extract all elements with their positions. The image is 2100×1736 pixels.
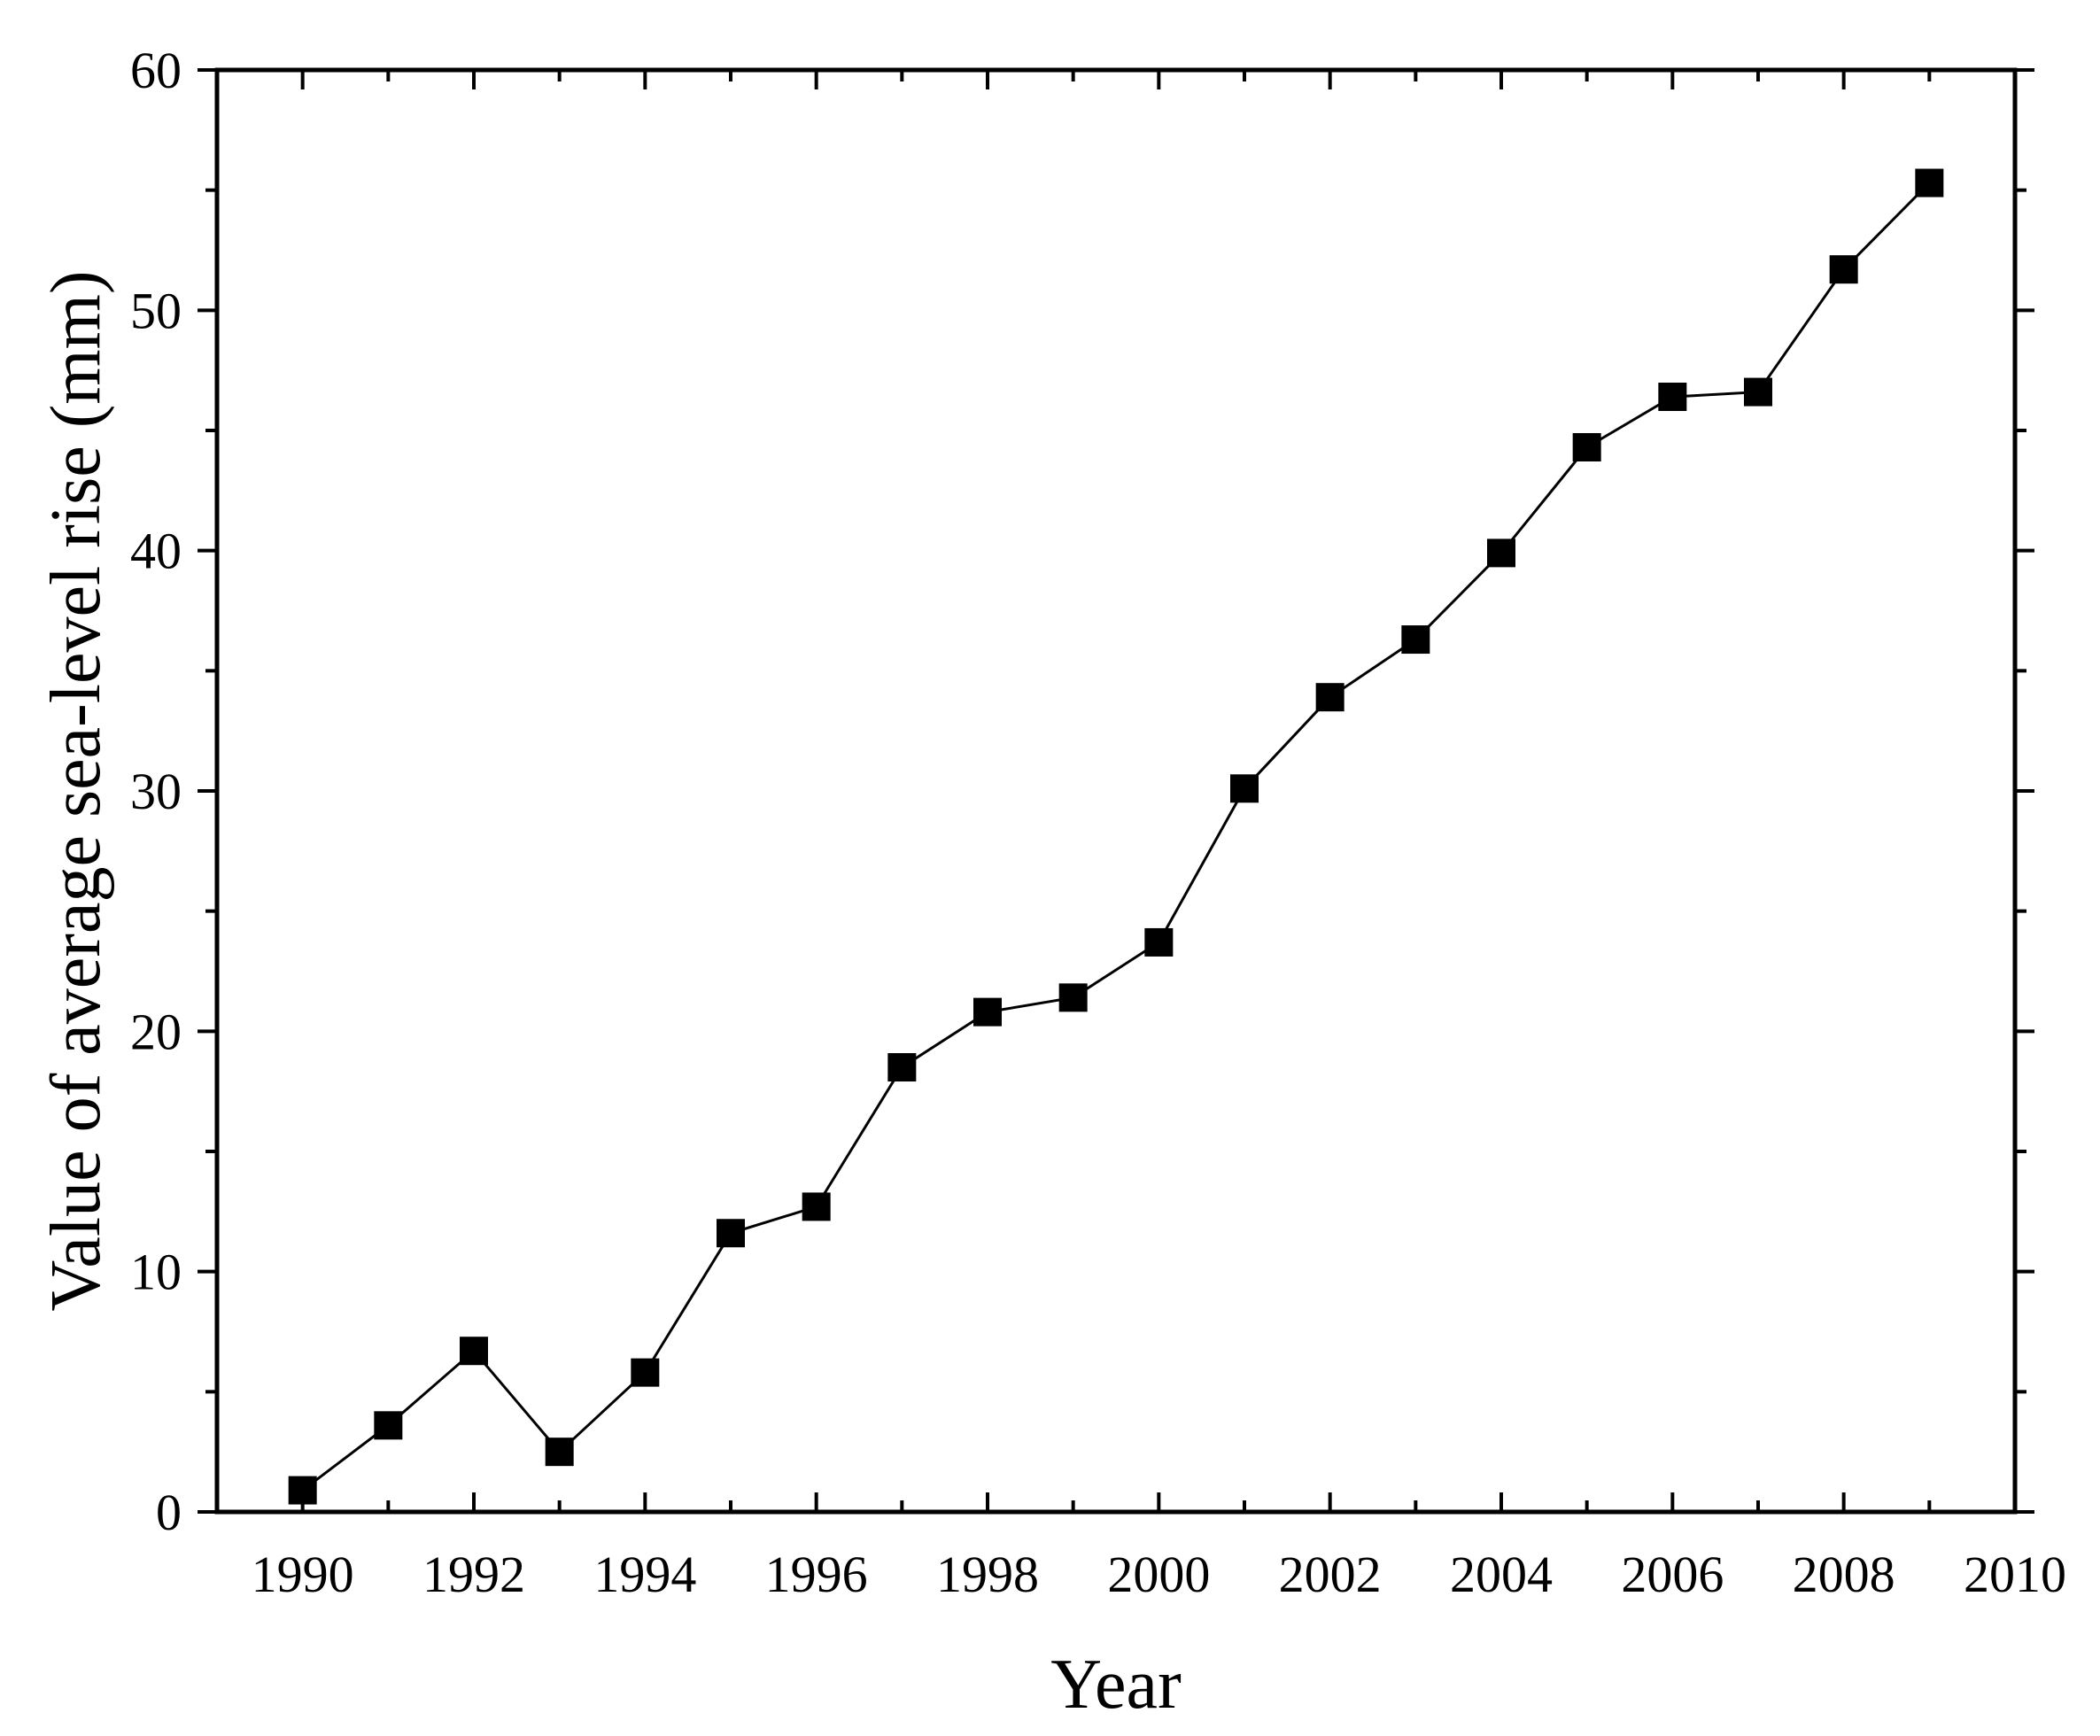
series-line (301, 182, 1931, 1492)
x-tick-label: 1996 (765, 1546, 868, 1603)
y-axis-title: Value of average sea-level rise (mm) (37, 271, 115, 1312)
y-tick-label: 50 (130, 282, 182, 339)
y-tick-labels: 0 10 20 30 40 50 60 (130, 42, 182, 1541)
x-tick-label: 2000 (1107, 1546, 1210, 1603)
data-point (802, 1192, 831, 1221)
data-point (1315, 683, 1344, 712)
y-tick-label: 20 (130, 1003, 182, 1060)
x-tick-label: 1990 (252, 1546, 354, 1603)
data-point (1572, 432, 1601, 461)
x-tick-label: 2010 (1964, 1546, 2066, 1603)
y-tick-label: 60 (130, 42, 182, 99)
x-tick-label: 2006 (1621, 1546, 1724, 1603)
data-point (1058, 983, 1088, 1012)
data-point (887, 1053, 917, 1082)
data-point (717, 1219, 745, 1248)
data-point (1915, 168, 1944, 198)
major-ticks (198, 68, 2034, 1514)
x-tick-label: 1992 (422, 1546, 525, 1603)
data-point (288, 1476, 317, 1505)
data-point (545, 1438, 574, 1467)
plot-area-frame (214, 67, 2018, 1515)
x-tick-label: 2008 (1793, 1546, 1895, 1603)
x-tick-label: 2004 (1450, 1546, 1553, 1603)
x-tick-label: 1994 (593, 1546, 696, 1603)
data-markers (288, 168, 1944, 1505)
data-point (1658, 383, 1687, 412)
y-tick-label: 10 (130, 1244, 182, 1301)
data-point (374, 1411, 403, 1440)
data-point (1487, 539, 1515, 568)
data-point (1829, 255, 1858, 284)
x-tick-label: 2002 (1279, 1546, 1382, 1603)
y-tick-label: 30 (130, 763, 182, 820)
y-tick-label: 40 (130, 523, 182, 580)
data-point (460, 1337, 488, 1366)
data-point (973, 997, 1002, 1027)
x-tick-labels: 1990 1992 1994 1996 1998 2000 2002 2004 2006 2008… (252, 1546, 2066, 1603)
x-tick-label: 1998 (936, 1546, 1039, 1603)
data-point (1744, 377, 1772, 407)
data-point (631, 1358, 660, 1387)
data-point (1401, 625, 1430, 655)
y-tick-label: 0 (156, 1484, 182, 1541)
minor-ticks (205, 70, 2026, 1512)
x-axis-title: Year (1050, 1646, 1181, 1724)
data-point (1230, 774, 1259, 803)
data-point (1144, 927, 1174, 957)
